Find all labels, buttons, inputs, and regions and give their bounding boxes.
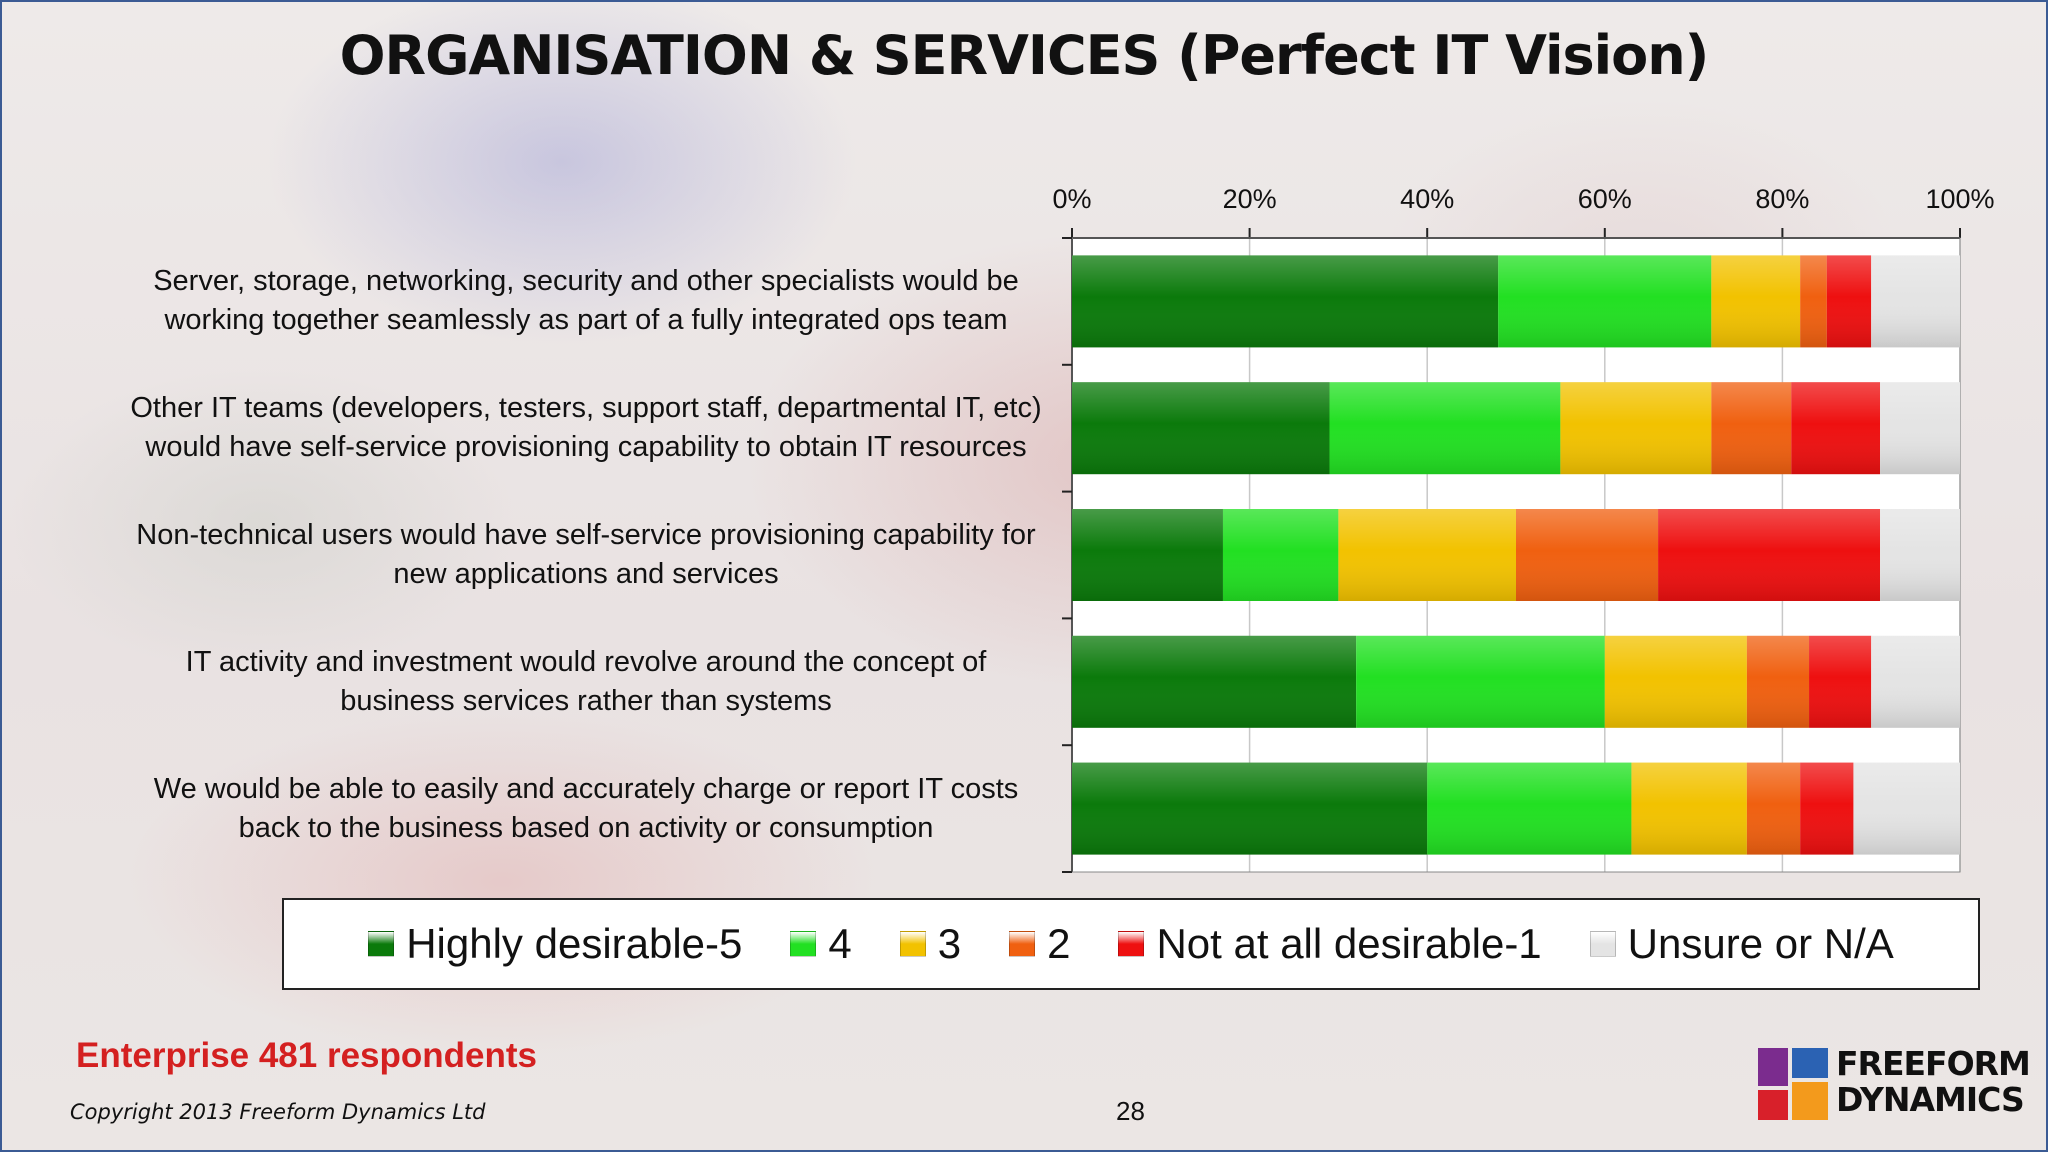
- legend-item: 4: [790, 920, 852, 968]
- chart-legend: Highly desirable-5 4 3 2 Not at all desirabl…: [282, 898, 1980, 990]
- category-label: IT activity and investment would revolve…: [185, 645, 987, 717]
- legend-label: 2: [1047, 920, 1071, 967]
- legend-swatch: [1118, 931, 1145, 957]
- page-title: ORGANISATION & SERVICES (Perfect IT Visi…: [339, 24, 1710, 87]
- legend-item: 2: [1009, 920, 1070, 968]
- stacked-bar-chart: 0% 20% 40% 60% 80% 100%: [1052, 184, 1995, 873]
- page-number: 28: [1116, 1096, 1145, 1126]
- x-tick-label: 20%: [1223, 184, 1277, 214]
- category-label: Server, storage, networking, security an…: [153, 265, 1019, 337]
- category-label: Non-technical users would have self-serv…: [136, 518, 1036, 590]
- legend-label: Highly desirable-5: [406, 920, 743, 967]
- x-tick-label: 80%: [1755, 184, 1809, 214]
- x-tick-label: 100%: [1925, 184, 1994, 214]
- logo-mark-icon: [1758, 1048, 1828, 1120]
- legend-swatch: [790, 931, 817, 957]
- logo-text-line2: DYNAMICS: [1836, 1080, 2025, 1119]
- legend-label: Unsure or N/A: [1627, 920, 1894, 967]
- copyright-text: Copyright 2013 Freeform Dynamics Ltd: [70, 1100, 486, 1124]
- x-tick-label: 0%: [1052, 184, 1091, 214]
- respondents-note: Enterprise 481 respondents: [76, 1036, 537, 1075]
- category-label: We would be able to easily and accuratel…: [153, 772, 1019, 844]
- freeform-dynamics-logo: FREEFORM DYNAMICS: [1758, 1046, 2031, 1122]
- legend-swatch: [368, 931, 395, 957]
- logo-text-line1: FREEFORM: [1836, 1044, 2031, 1083]
- legend-item: Unsure or N/A: [1589, 920, 1894, 968]
- legend-label: Not at all desirable-1: [1156, 920, 1542, 967]
- legend-swatch: [899, 931, 926, 957]
- legend-swatch: [1009, 931, 1036, 957]
- legend-label: 4: [828, 920, 852, 967]
- category-label: Other IT teams (developers, testers, sup…: [130, 392, 1042, 464]
- legend-item: Not at all desirable-1: [1118, 920, 1542, 968]
- x-tick-label: 40%: [1400, 184, 1454, 214]
- legend-item: Highly desirable-5: [368, 920, 742, 968]
- legend-label: 3: [937, 920, 962, 967]
- legend-swatch: [1589, 931, 1616, 957]
- legend-item: 3: [899, 920, 962, 968]
- x-tick-label: 60%: [1578, 184, 1632, 214]
